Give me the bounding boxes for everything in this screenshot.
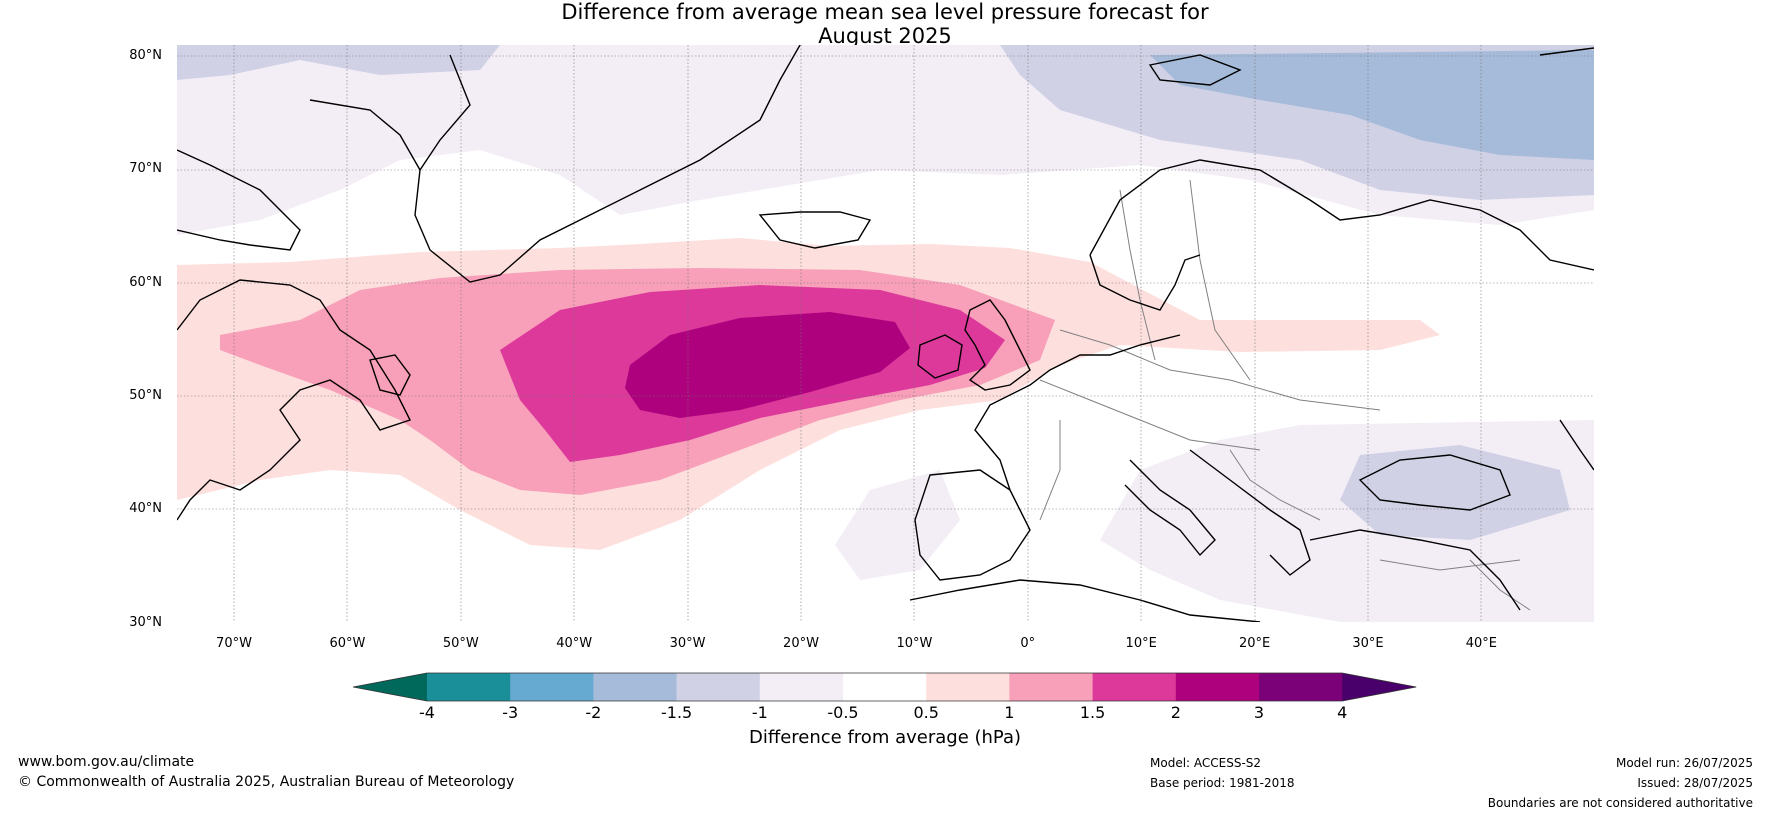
- model-run-date: Model run: 26/07/2025: [1615, 756, 1753, 770]
- colorbar-tick-label: 1.5: [1079, 703, 1106, 722]
- coast-norway-south: [1089, 254, 1201, 311]
- colorbar-bin: [593, 673, 678, 701]
- coastlines: [177, 45, 1594, 622]
- coast-iberia: [914, 469, 1031, 581]
- title-line-2: August 2025: [818, 24, 952, 48]
- coast-western-europe: [974, 334, 1181, 491]
- colorbar-tick-label: 1: [1004, 703, 1015, 722]
- anomaly-region-minus-1-5-arctic: [1150, 50, 1594, 160]
- copyright-text: © Commonwealth of Australia 2025, Austra…: [18, 774, 515, 790]
- colorbar-bin: [1092, 673, 1177, 701]
- latitude-label: 40°N: [129, 501, 162, 517]
- colorbar-tick-label: -2: [585, 703, 602, 722]
- colorbar-tick-label: 2: [1170, 703, 1181, 722]
- colorbar-tick-label: -1.5: [660, 703, 693, 722]
- coast-turkey-levant: [1309, 529, 1521, 611]
- coast-italy: [1124, 459, 1216, 557]
- latitude-label: 50°N: [129, 387, 162, 403]
- colorbar-bin: [676, 673, 761, 701]
- colorbar-tick-label: 4: [1337, 703, 1348, 722]
- colorbar-title: Difference from average (hPa): [748, 727, 1022, 748]
- colorbar-tick-label: 0.5: [913, 703, 939, 722]
- longitude-label: 30°W: [669, 636, 706, 651]
- longitude-label: 0°: [1020, 636, 1036, 651]
- anomaly-region-minus-1-black-sea: [1340, 445, 1570, 540]
- colorbar: [352, 672, 1417, 702]
- title-line-1: Difference from average mean sea level p…: [561, 0, 1209, 24]
- colorbar-bin: [1259, 673, 1343, 701]
- coast-ireland: [917, 334, 963, 379]
- colorbar-outline: [352, 672, 1417, 702]
- coast-labrador: [177, 279, 411, 521]
- colorbar-under-triangle: [353, 673, 427, 701]
- colorbar-bin: [1009, 673, 1094, 701]
- colorbar-bin: [427, 673, 511, 701]
- latitude-label: 80°N: [129, 48, 162, 63]
- coast-greenland-west: [309, 99, 421, 171]
- longitude-label: 20°W: [783, 636, 819, 651]
- issued-date: Issued: 28/07/2025: [1637, 776, 1753, 790]
- colorbar-tick-label: -1: [751, 703, 768, 722]
- website-link[interactable]: www.bom.gov.au/climate: [18, 754, 195, 770]
- coast-black-sea: [1358, 454, 1511, 511]
- coast-greenland: [414, 45, 801, 283]
- longitude-label: 40°W: [556, 636, 593, 651]
- chart-title: Difference from average mean sea level p…: [0, 0, 1770, 48]
- colorbar-bin: [926, 673, 1010, 701]
- graticule: [177, 45, 1594, 622]
- colorbar-bin: [843, 673, 927, 701]
- colorbar-bin: [1175, 673, 1260, 701]
- colorbar-tick-label: -3: [502, 703, 519, 722]
- coast-great-britain: [964, 299, 1031, 391]
- longitude-label: 70°W: [216, 636, 252, 651]
- country-borders: [1039, 179, 1531, 611]
- boundaries-disclaimer: Boundaries are not considered authoritat…: [1487, 796, 1753, 810]
- coast-scandinavia: [1089, 159, 1594, 271]
- latitude-label: 70°N: [129, 161, 162, 177]
- coast-balkans-greece: [1189, 449, 1311, 576]
- longitude-label: 10°W: [896, 636, 933, 651]
- longitude-label: 20°E: [1238, 636, 1271, 651]
- longitude-label: 10°E: [1125, 636, 1157, 651]
- model-name: Model: ACCESS-S2: [1150, 756, 1262, 770]
- coast-iceland: [758, 211, 872, 249]
- coast-canada-arctic: [177, 149, 301, 251]
- longitude-label: 50°W: [442, 636, 479, 651]
- longitude-label: 60°W: [329, 636, 366, 651]
- coast-caspian: [1559, 419, 1594, 471]
- latitude-label: 30°N: [129, 614, 162, 630]
- colorbar-bin: [759, 673, 844, 701]
- colorbar-tick-label: -4: [419, 703, 435, 722]
- coast-north-africa: [909, 579, 1261, 622]
- coast-novaya-zemlya: [1539, 47, 1594, 56]
- longitude-label: 30°E: [1352, 636, 1384, 651]
- colorbar-tick-label: 3: [1253, 703, 1265, 722]
- coast-svalbard: [1148, 54, 1242, 86]
- longitude-label: 40°E: [1465, 636, 1498, 651]
- colorbar-over-triangle: [1342, 673, 1417, 701]
- colorbar-bin: [510, 673, 594, 701]
- anomaly-region-minus-0-5-iberia: [835, 470, 960, 580]
- base-period: Base period: 1981-2018: [1150, 776, 1295, 790]
- colorbar-tick-label: -0.5: [827, 703, 859, 722]
- anomaly-region-2: [625, 312, 910, 418]
- coast-newfoundland: [369, 354, 411, 396]
- latitude-label: 60°N: [129, 274, 162, 290]
- anomaly-region-minus-1-greenland: [177, 45, 500, 80]
